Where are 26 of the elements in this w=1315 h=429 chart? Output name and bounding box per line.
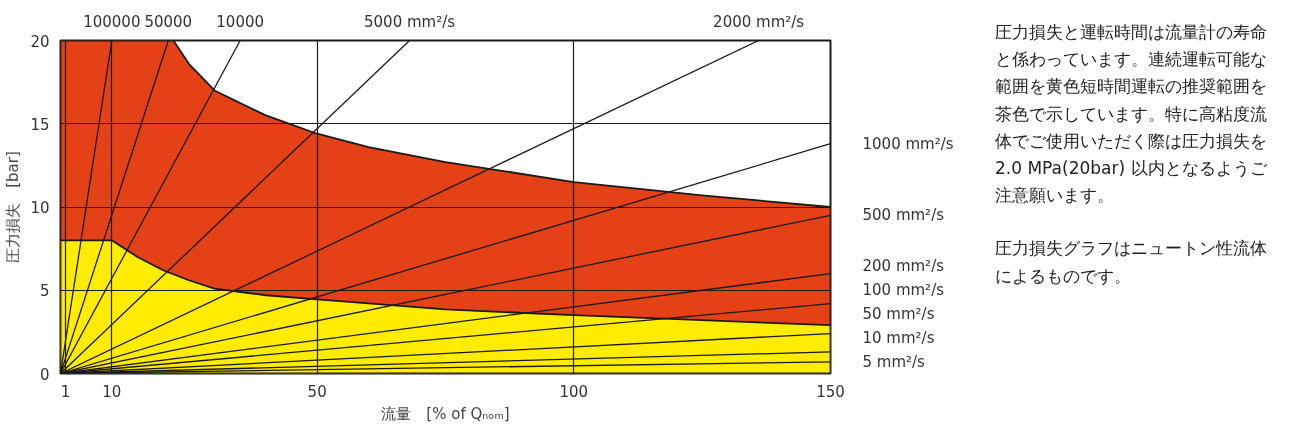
x-tick-label: 100 — [559, 382, 589, 401]
text: 圧力損失グラフはニュートン性流体によるものです。 — [995, 237, 1268, 288]
text: 10 mm²/s — [862, 328, 935, 347]
x-tick-label: 150 — [816, 382, 845, 401]
x-axis-title: 流量 [% of Qₙₒₘ] — [381, 404, 510, 423]
series-label: 5000 mm²/s — [364, 12, 456, 31]
y-tick-label: 10 — [30, 199, 50, 217]
text: 500 mm²/s — [862, 206, 945, 225]
text: 圧力損失と運転時間は流量計の寿命と係わっています。連続運転可能な範囲を黄色短時間運転の推奨範囲を茶色で示しています。特に高粘度流体でご使用いただく際は圧力損失を2.0 MPa(20bar) 以内となるようご注意願います。 — [995, 21, 1268, 208]
series-label: 50000 — [144, 12, 193, 31]
text: 1000 mm²/s — [862, 134, 954, 153]
text: 200 mm²/s — [862, 256, 945, 275]
text: 50 mm²/s — [862, 304, 935, 323]
x-tick-label: 50 — [307, 382, 327, 401]
x-tick-label: 10 — [102, 382, 122, 401]
x-tick-label: 1 — [60, 382, 71, 401]
y-tick-label: 20 — [30, 32, 50, 51]
series-label: 2000 mm²/s — [713, 12, 805, 31]
text: 100 mm²/s — [862, 280, 945, 299]
y-axis-title: 圧力損失 [bar] — [4, 151, 23, 263]
y-tick-label: 5 — [39, 282, 50, 301]
series-label: 100000 — [83, 12, 141, 31]
y-tick-label: 15 — [30, 115, 50, 134]
text: 5 mm²/s — [862, 352, 926, 371]
series-label: 10000 — [216, 12, 265, 31]
y-tick-label: 0 — [39, 365, 50, 384]
